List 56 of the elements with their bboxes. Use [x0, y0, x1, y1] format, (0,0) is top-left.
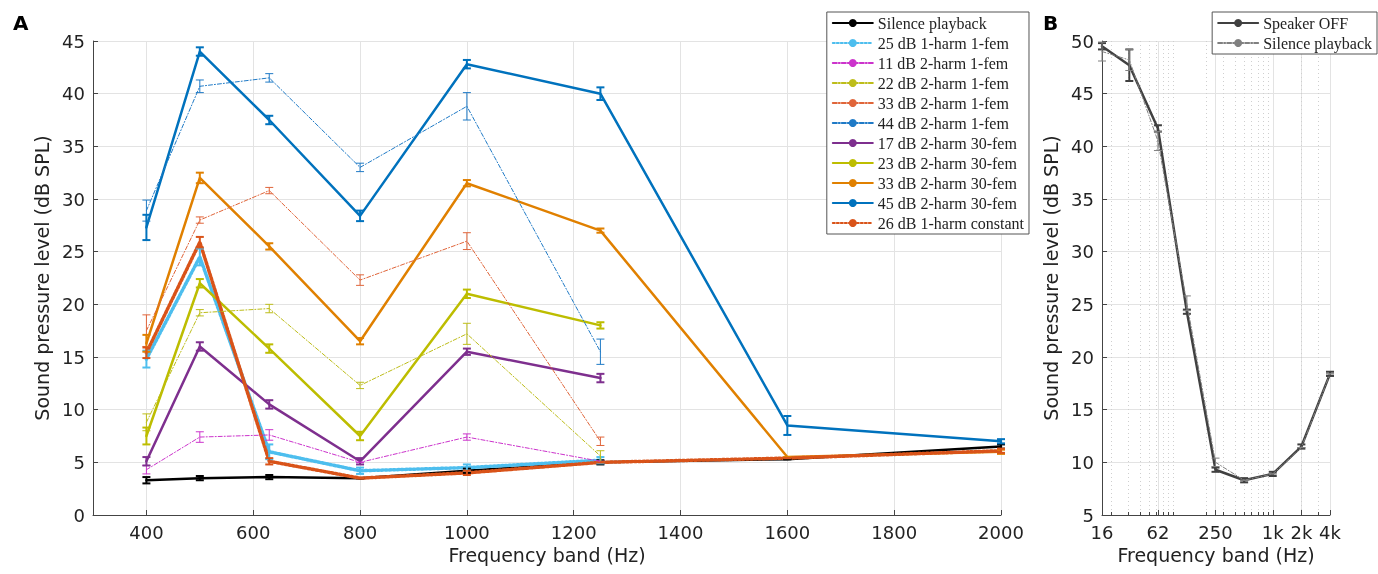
y-axis-title: Sound pressure level (dB SPL) [1039, 135, 1062, 421]
y-axis-title: Sound pressure level (dB SPL) [30, 135, 53, 421]
x-tick-label: 1200 [550, 521, 597, 543]
line-series [145, 345, 602, 463]
x-tick-label: 1k [1261, 521, 1285, 543]
legend-label: Silence playback [877, 14, 987, 33]
legend-label: 44 dB 2-harm 1-fem [877, 114, 1010, 132]
legend-label: 22 dB 2-harm 1-fem [877, 74, 1010, 92]
legend-label: 26 dB 1-harm constant [877, 214, 1025, 232]
legend-label: 45 dB 2-harm 30-fem [877, 194, 1018, 212]
y-tick-label: 25 [1071, 293, 1094, 315]
y-tick-label: 25 [62, 241, 85, 263]
y-tick-label: 30 [62, 188, 85, 210]
x-tick-label: 250 [1198, 521, 1233, 543]
legend-label: 23 dB 2-harm 30-fem [877, 154, 1018, 172]
legend-label: Speaker OFF [1263, 14, 1349, 33]
legend-label: 11 dB 2-harm 1-fem [877, 54, 1009, 72]
x-tick-label: 1600 [764, 521, 811, 543]
y-tick-label: 15 [62, 346, 85, 368]
legend-label: 33 dB 2-harm 1-fem [877, 94, 1010, 112]
y-tick-label: 15 [1071, 399, 1094, 421]
y-tick-label: 40 [1071, 135, 1094, 157]
y-tick-label: 50 [1071, 30, 1094, 52]
y-tick-label: 45 [62, 30, 85, 52]
x-tick-label: 800 [342, 521, 378, 543]
y-tick-label: 20 [1071, 346, 1094, 368]
line-series [145, 434, 601, 471]
y-tick-label: 35 [62, 135, 85, 157]
legend-label: 25 dB 1-harm 1-fem [877, 34, 1010, 52]
line-series [145, 190, 601, 442]
chart-title: B [1043, 11, 1059, 35]
x-tick-label: 400 [129, 521, 164, 543]
legend-label: Silence playback [1263, 34, 1372, 53]
x-axis-title: Frequency band (Hz) [448, 544, 646, 567]
x-tick-label: 2000 [978, 521, 1024, 543]
y-tick-label: 0 [73, 504, 85, 526]
x-axis-title: Frequency band (Hz) [1117, 544, 1315, 567]
y-tick-label: 10 [62, 399, 85, 421]
x-tick-label: 1800 [871, 521, 918, 543]
y-tick-label: 45 [1071, 83, 1094, 105]
y-tick-label: 10 [1071, 451, 1094, 473]
x-tick-label: 4k [1319, 521, 1342, 543]
chart-title: A [13, 11, 29, 35]
x-tick-label: 600 [236, 521, 271, 543]
y-tick-label: 5 [73, 451, 85, 473]
y-tick-label: 40 [62, 83, 85, 105]
legend-label: 17 dB 2-harm 30-fem [877, 134, 1018, 152]
x-tick-label: 62 [1146, 521, 1170, 543]
y-tick-label: 35 [1071, 188, 1094, 210]
x-tick-label: 2k [1290, 521, 1313, 543]
x-tick-label: 1000 [443, 521, 490, 543]
line-series [145, 308, 601, 457]
legend-label: 33 dB 2-harm 30-fem [877, 174, 1018, 192]
y-tick-label: 20 [62, 293, 85, 315]
x-tick-label: 1400 [657, 521, 704, 543]
y-tick-label: 30 [1071, 241, 1094, 263]
